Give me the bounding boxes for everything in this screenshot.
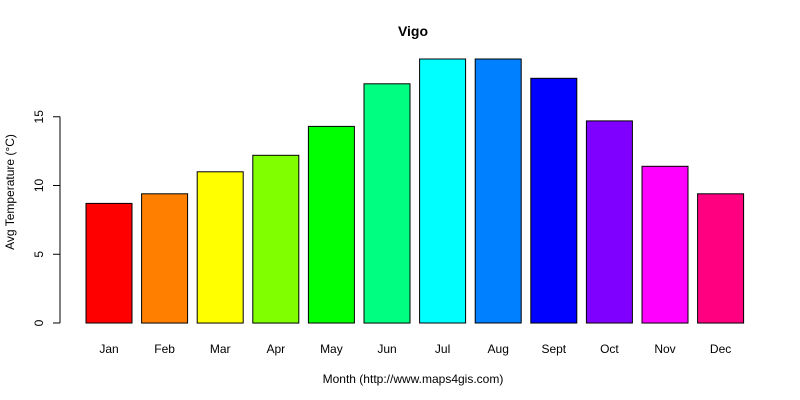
y-tick-label: 0 — [32, 319, 46, 326]
x-tick-label: Jun — [377, 342, 396, 356]
bars-group — [85, 58, 745, 324]
x-tick-label: Sept — [541, 342, 566, 356]
x-tick-label: Jul — [435, 342, 450, 356]
bar-apr — [252, 154, 300, 324]
bar-jan — [85, 202, 133, 324]
y-tick-label: 5 — [32, 251, 46, 258]
bar-jun — [363, 83, 411, 324]
y-axis-label: Avg Temperature (°C) — [3, 134, 17, 250]
y-tick-label: 15 — [32, 110, 46, 124]
x-tick-label: Apr — [266, 342, 285, 356]
bar-aug — [474, 58, 522, 324]
bar-jul — [419, 58, 467, 324]
x-tick-label: Feb — [154, 342, 175, 356]
y-tick-label: 10 — [32, 179, 46, 193]
x-tick-label: Mar — [210, 342, 231, 356]
x-tick-label: Nov — [654, 342, 675, 356]
x-tick-label: Dec — [710, 342, 731, 356]
x-axis-label: Month (http://www.maps4gis.com) — [323, 372, 504, 386]
bar-nov — [641, 165, 689, 324]
x-tick-label: Oct — [600, 342, 619, 356]
x-tick-label: Jan — [99, 342, 118, 356]
bar-feb — [141, 193, 189, 324]
y-axis: 0 5 10 15 — [32, 110, 61, 326]
bar-oct — [585, 120, 633, 324]
x-tick-labels: Jan Feb Mar Apr May Jun Jul Aug Sept Oct Nov Dec — [99, 342, 731, 356]
bar-sept — [530, 77, 578, 324]
x-tick-label: Aug — [488, 342, 509, 356]
bar-dec — [697, 193, 745, 324]
bar-mar — [196, 171, 244, 324]
chart-title: Vigo — [398, 23, 428, 39]
bar-may — [307, 125, 355, 324]
x-tick-label: May — [320, 342, 343, 356]
